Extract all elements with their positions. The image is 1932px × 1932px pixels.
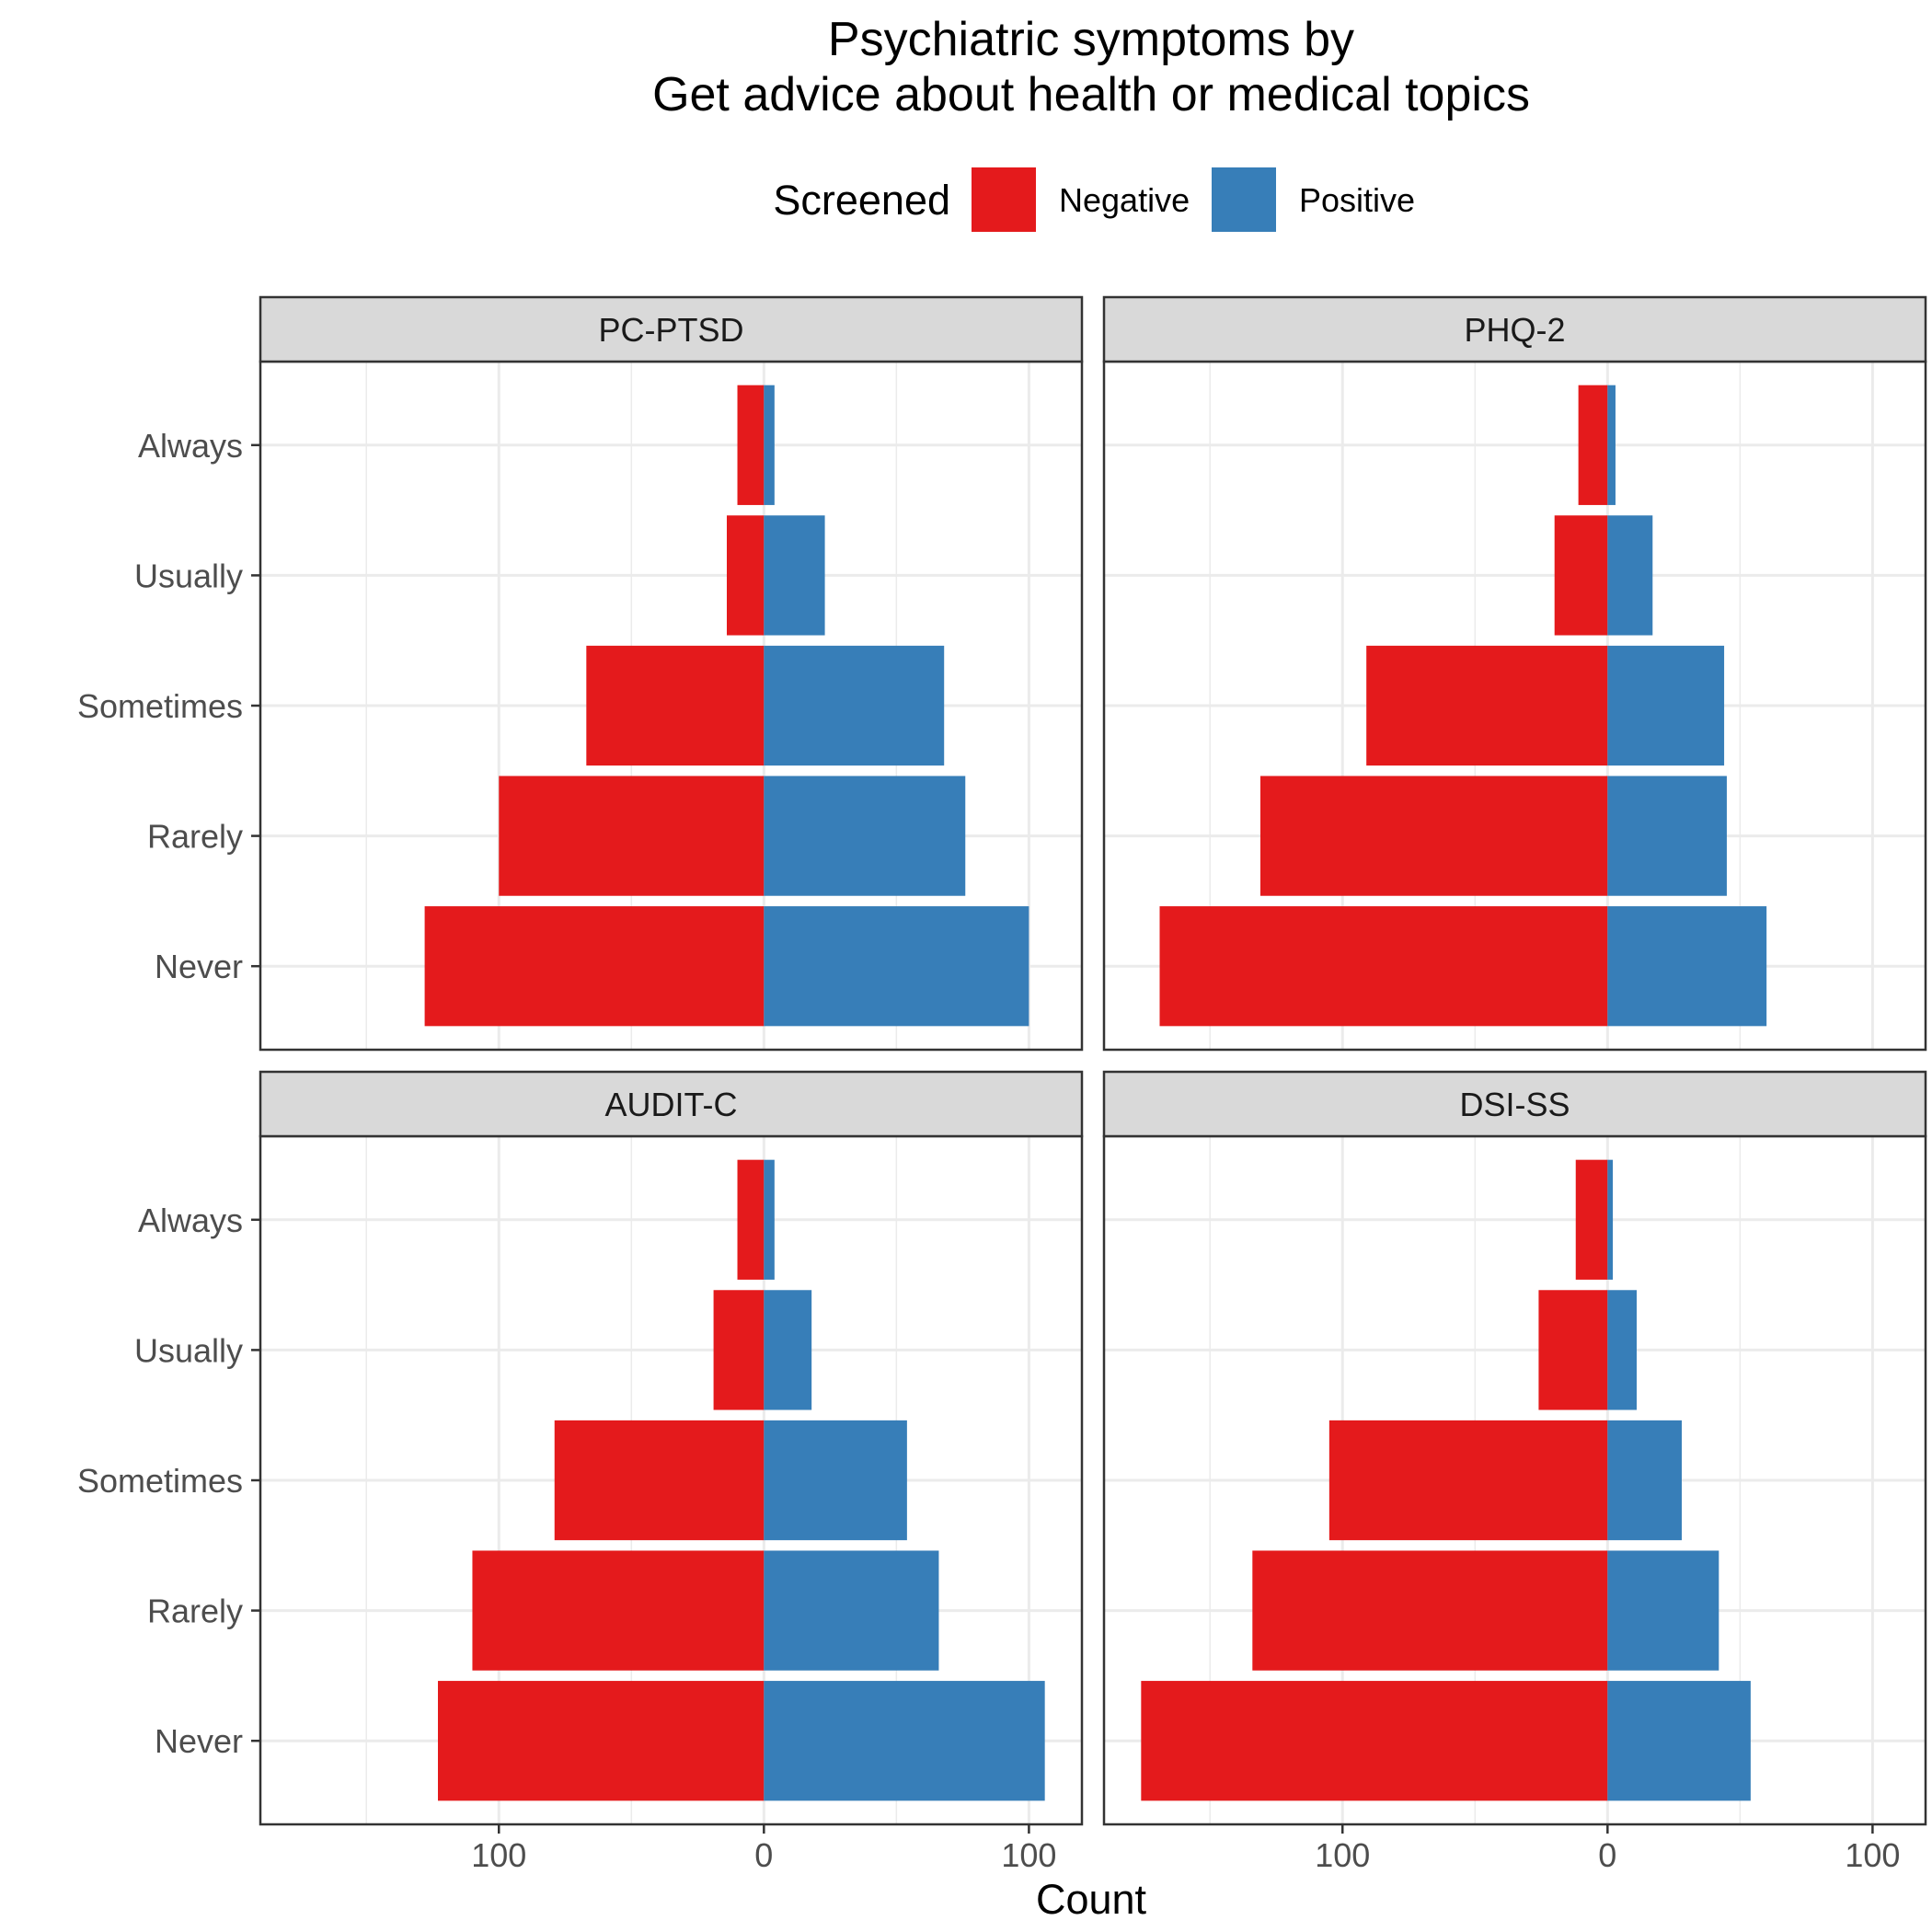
facet-strip-label: DSI-SS [1459, 1086, 1570, 1123]
bar-negative-always [1575, 1159, 1608, 1280]
bar-negative-never [438, 1681, 765, 1801]
bar-negative-sometimes [1366, 645, 1608, 766]
y-tick-label: Rarely [147, 1593, 243, 1630]
facet-audit-c: AUDIT-C Always Usually Sometimes Rarely Never… [77, 1070, 1084, 1874]
bar-positive-sometimes [1607, 1420, 1682, 1541]
y-tick-label: Usually [134, 1331, 243, 1369]
legend-swatch-negative [972, 167, 1036, 232]
bar-negative-rarely [499, 776, 765, 896]
facet-strip-label: PHQ-2 [1464, 311, 1565, 349]
facet-pc-ptsd: PC-PTSD Always Usually Sometimes Rarely Never [77, 295, 1084, 1052]
facet-strip-label: AUDIT-C [605, 1086, 738, 1123]
x-tick-label: 100 [1315, 1836, 1370, 1874]
title-line-2: Get advice about health or medical topic… [652, 68, 1530, 121]
facets: PC-PTSD Always Usually Sometimes Rarely Never… [77, 295, 1927, 1874]
bar-positive-usually [1607, 1290, 1638, 1410]
facet-phq-2: PHQ-2 [1102, 295, 1927, 1052]
bar-positive-always [764, 385, 775, 505]
bar-positive-usually [764, 515, 825, 636]
x-tick-label: 100 [1001, 1836, 1056, 1874]
bar-negative-usually [1554, 515, 1608, 636]
x-tick-label: 100 [1845, 1836, 1900, 1874]
bar-positive-always [764, 1159, 775, 1280]
bar-negative-usually [713, 1290, 765, 1410]
title-line-1: Psychiatric symptoms by [828, 13, 1354, 66]
bar-negative-sometimes [586, 645, 765, 766]
bar-positive-usually [1607, 515, 1653, 636]
bar-positive-rarely [764, 776, 966, 896]
legend-swatch-positive [1212, 167, 1276, 232]
bar-negative-never [1141, 1681, 1608, 1801]
bar-negative-usually [1538, 1290, 1608, 1410]
y-tick-label: Sometimes [77, 687, 243, 725]
y-tick-label: Never [155, 948, 243, 985]
x-tick-label: 100 [471, 1836, 526, 1874]
bar-negative-never [424, 906, 765, 1027]
bar-positive-sometimes [764, 645, 945, 766]
bar-negative-always [1578, 385, 1608, 505]
y-tick-label: Rarely [147, 818, 243, 856]
y-tick-label: Usually [134, 557, 243, 594]
legend-title: Screened [773, 177, 950, 224]
facet-dsi-ss: DSI-SS 100 0 100 [1102, 1070, 1927, 1874]
bar-positive-usually [764, 1290, 812, 1410]
legend-label-negative: Negative [1059, 181, 1190, 219]
bar-positive-rarely [1607, 1550, 1719, 1671]
bar-positive-rarely [1607, 776, 1727, 896]
bar-negative-rarely [1259, 776, 1608, 896]
bar-negative-usually [726, 515, 765, 636]
bar-positive-sometimes [764, 1420, 907, 1541]
bar-negative-always [737, 1159, 765, 1280]
y-tick-label: Always [138, 1202, 243, 1239]
bar-negative-rarely [1252, 1550, 1608, 1671]
y-tick-label: Never [155, 1722, 243, 1760]
bar-negative-sometimes [554, 1420, 765, 1541]
bar-positive-always [1607, 1159, 1614, 1280]
bar-negative-always [737, 385, 765, 505]
bar-positive-sometimes [1607, 645, 1725, 766]
bar-negative-rarely [472, 1550, 765, 1671]
facet-strip [259, 1070, 1084, 1138]
bar-positive-never [764, 1681, 1045, 1801]
bar-negative-sometimes [1328, 1420, 1608, 1541]
x-axis-title: Count [1036, 1876, 1147, 1923]
y-tick-label: Always [138, 427, 243, 465]
x-tick-label: 0 [1598, 1836, 1616, 1874]
y-tick-label: Sometimes [77, 1462, 243, 1500]
bar-positive-rarely [764, 1550, 939, 1671]
bar-positive-never [764, 906, 1029, 1027]
facet-strip-label: PC-PTSD [598, 311, 743, 349]
bar-positive-never [1607, 906, 1767, 1027]
facet-strip [259, 295, 1084, 363]
legend: Screened Negative Positive [773, 167, 1415, 232]
facet-strip [1102, 1070, 1927, 1138]
bar-positive-never [1607, 1681, 1751, 1801]
legend-label-positive: Positive [1299, 181, 1415, 219]
facet-strip [1102, 295, 1927, 363]
chart-title: Psychiatric symptoms by Get advice about… [652, 13, 1530, 121]
bar-positive-always [1607, 385, 1616, 505]
bar-negative-never [1159, 906, 1608, 1027]
x-tick-label: 0 [754, 1836, 773, 1874]
